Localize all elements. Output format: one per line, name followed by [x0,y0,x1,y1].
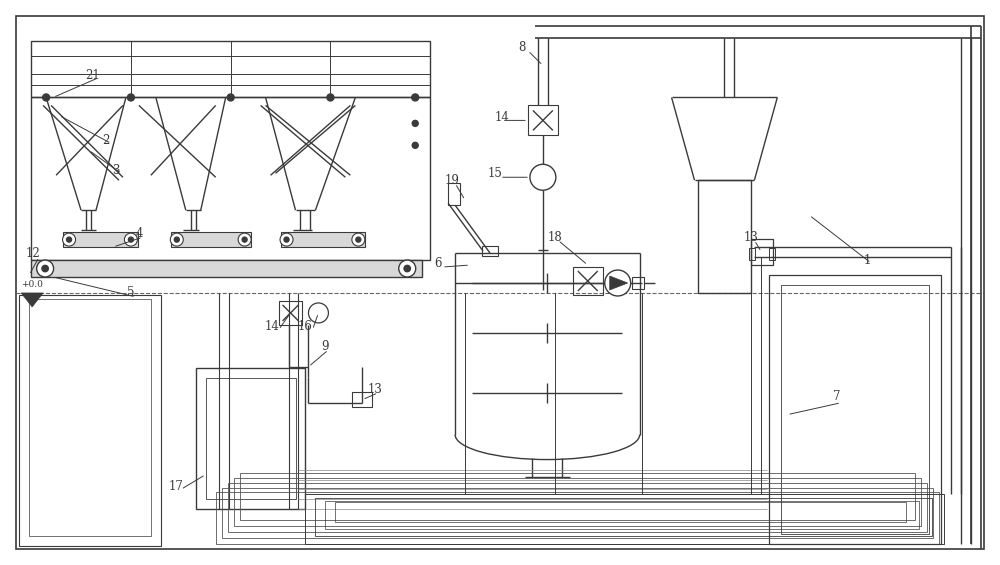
Text: 8: 8 [518,41,526,54]
Bar [228,483,927,532]
Text: 18: 18 [547,231,562,244]
Bar [352,392,372,407]
Circle shape [308,303,328,323]
Circle shape [412,120,418,127]
Circle shape [399,260,416,277]
Bar [335,502,906,523]
Circle shape [605,270,631,296]
Bar [222,488,933,538]
Text: 12: 12 [26,246,41,259]
Bar [19,295,161,546]
Text: 17: 17 [168,480,183,493]
Bar [528,106,558,136]
Bar [769,248,775,260]
Bar [281,232,365,247]
Circle shape [412,94,419,101]
Circle shape [128,237,133,242]
Bar [171,232,251,247]
Bar [632,277,644,289]
Text: 14: 14 [265,320,280,333]
Text: 19: 19 [445,174,460,187]
Bar [234,478,921,527]
Circle shape [63,233,76,246]
Circle shape [327,94,334,101]
Text: 21: 21 [86,69,100,82]
Bar [31,260,422,277]
Circle shape [42,266,48,272]
Bar [196,368,305,510]
Bar [325,502,919,529]
Bar [315,498,932,536]
Bar [31,41,430,97]
Text: 7: 7 [833,390,841,403]
Text: 13: 13 [368,383,383,396]
Circle shape [284,237,289,242]
Bar [573,267,603,295]
Circle shape [37,260,54,277]
Bar [698,180,751,293]
Circle shape [170,233,183,246]
Text: 6: 6 [434,257,442,270]
Text: 15: 15 [488,167,502,180]
Bar [216,493,939,544]
Bar [29,299,151,536]
Circle shape [174,237,179,242]
Polygon shape [21,293,43,307]
Text: 5: 5 [127,286,135,299]
Bar [781,285,929,534]
Circle shape [238,233,251,246]
Text: 16: 16 [298,320,313,333]
Circle shape [404,266,410,272]
Circle shape [127,94,134,101]
Text: 9: 9 [322,340,329,353]
Text: 3: 3 [112,164,120,177]
Circle shape [280,233,293,246]
Circle shape [227,94,234,101]
Bar [31,97,430,260]
Text: 2: 2 [102,134,110,147]
Text: 13: 13 [744,231,759,244]
Circle shape [242,237,247,242]
Bar [240,473,915,520]
Polygon shape [610,276,628,290]
Bar [482,246,498,256]
Text: +0.0: +0.0 [21,280,43,289]
Circle shape [356,237,361,242]
Circle shape [67,237,72,242]
Bar [305,494,944,544]
Text: 1: 1 [863,254,871,267]
Bar [751,239,773,265]
Circle shape [530,164,556,190]
Circle shape [124,233,137,246]
Bar [448,183,460,205]
Bar [63,232,138,247]
Bar [279,301,302,325]
Circle shape [352,233,365,246]
Bar [769,275,941,544]
Text: 4: 4 [135,227,143,240]
Circle shape [43,94,50,101]
Text: 14: 14 [495,111,509,124]
Bar [206,378,296,499]
Circle shape [412,142,418,149]
Bar [749,248,755,260]
